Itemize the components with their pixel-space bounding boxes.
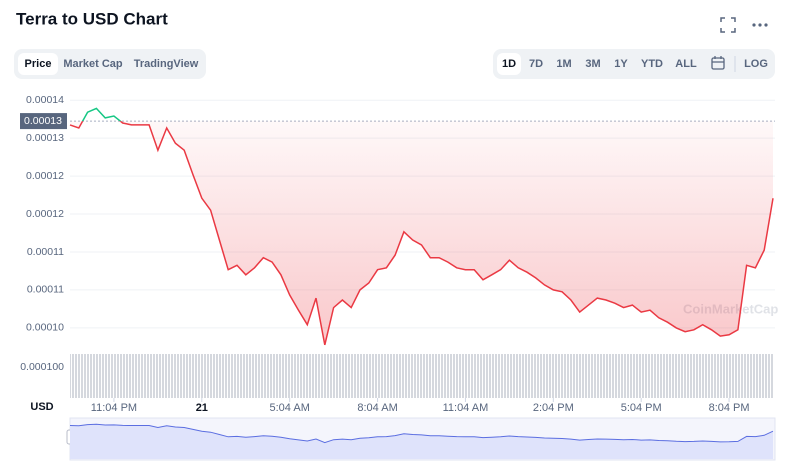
x-tick-label: 5:04 PM [621,402,662,414]
x-tick-label: 11:04 AM [443,402,489,414]
x-tick-label: 2:04 PM [533,402,574,414]
x-tick-label: 5:04 AM [270,402,310,414]
range-button[interactable]: 1D [502,58,516,70]
y-tick-label: 0.00011 [27,246,64,258]
currency-label: USD [30,401,53,413]
range-group [493,49,775,79]
y-tick-label: 0.00013 [26,132,64,144]
x-tick-label: 8:04 PM [709,402,750,414]
more-icon[interactable] [752,23,768,27]
range-button[interactable]: 7D [529,58,543,70]
y-tick-label: 0.00014 [26,94,64,106]
x-tick-label: 11:04 PM [91,402,137,414]
active-range-bg [497,53,521,75]
calendar-icon[interactable] [711,56,725,70]
tab-button[interactable]: Price [25,58,52,70]
range-button[interactable]: YTD [641,58,663,70]
fullscreen-icon[interactable] [720,17,736,33]
tab-group [14,49,206,79]
active-tab-bg [18,53,58,75]
tab-button[interactable]: Market Cap [63,58,123,70]
range-button[interactable]: 3M [585,58,600,70]
price-area [70,121,773,345]
x-tick-label: 8:04 AM [357,402,397,414]
price-line-down [69,121,774,346]
y-tick-label: 0.00012 [26,208,64,220]
x-tick-label: 21 [196,402,208,414]
navigator-area [70,424,773,459]
current-price-box [20,113,67,130]
volume-tick-label: 0.000100 [20,361,64,373]
range-button[interactable]: ALL [675,58,697,70]
current-price-label: 0.00013 [24,115,62,127]
y-tick-label: 0.00010 [26,322,64,334]
tab-button[interactable]: TradingView [134,58,199,70]
navigator-line [69,423,774,444]
y-tick-label: 0.00011 [27,284,64,296]
range-button[interactable]: 1Y [614,58,628,70]
y-tick-label: 0.00012 [26,170,64,182]
chart-title: Terra to USD Chart [16,9,168,28]
range-button[interactable]: 1M [556,58,571,70]
log-button[interactable]: LOG [744,58,768,70]
volume-bars [70,354,774,398]
